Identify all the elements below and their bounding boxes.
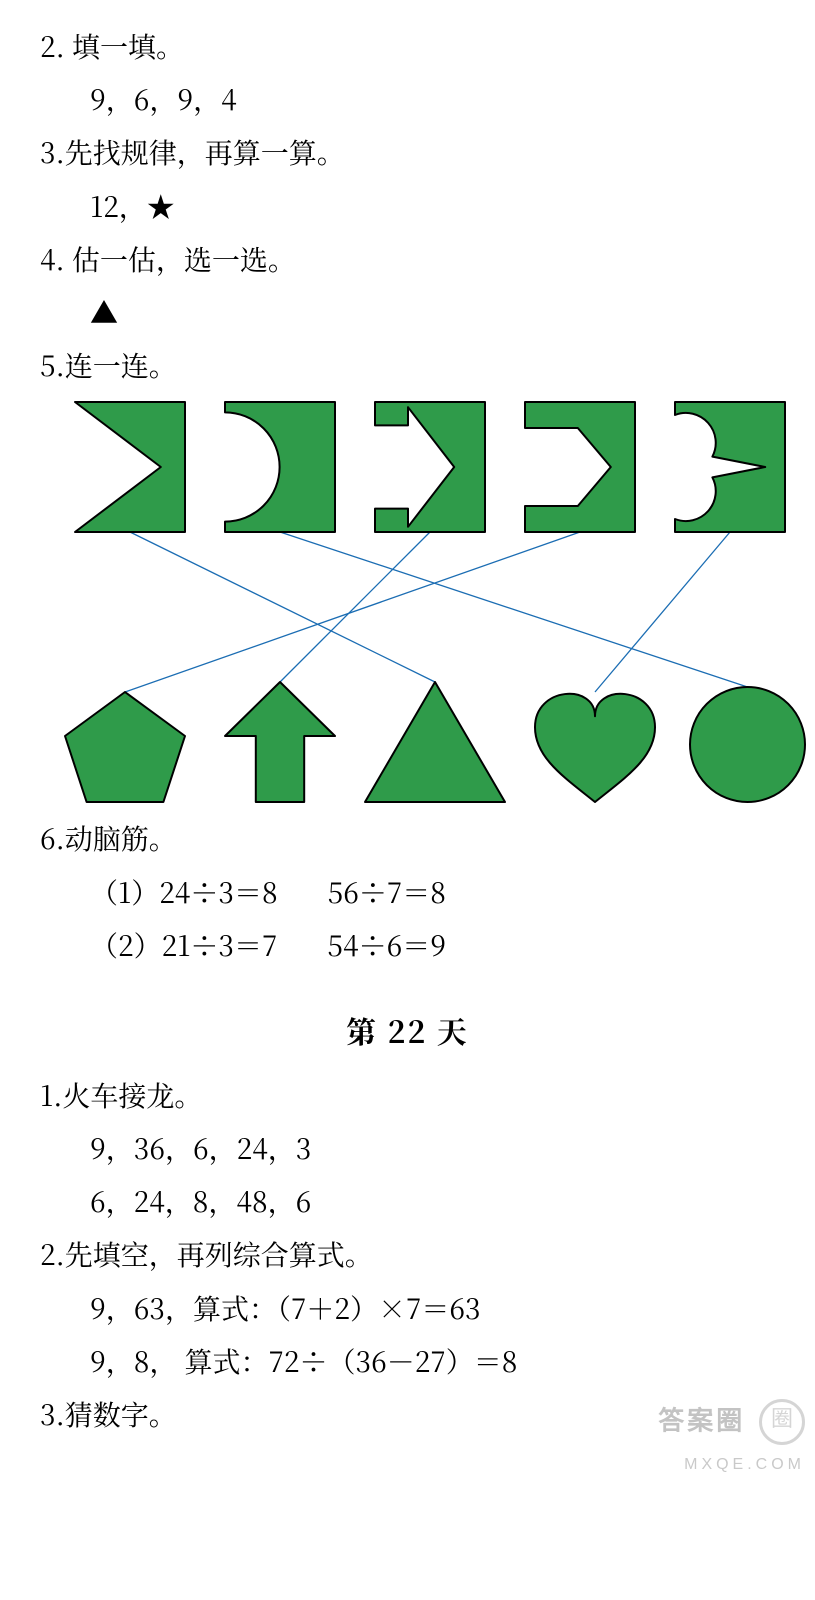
watermark-title: 答案圈: [658, 1406, 745, 1436]
q2-answer: 9，6，9，4: [0, 73, 815, 126]
q6-r2a: （2）21÷3＝7: [90, 919, 277, 972]
arc-cut-top-1: [225, 402, 335, 532]
q2-title: 2. 填一填。: [0, 20, 815, 73]
pentagon-bottom-0: [65, 692, 185, 802]
watermark: 答案圈 圈 MXQE.COM: [658, 1399, 805, 1476]
q6-r2b: 54÷6＝9: [327, 919, 446, 972]
q3-answer: 12，★: [0, 180, 815, 233]
watermark-badge-icon: 圈: [759, 1399, 805, 1445]
q6-row2: （2）21÷3＝7 54÷6＝9: [0, 919, 815, 972]
triangle-cut-top-0: [75, 402, 185, 532]
triangle-bottom-2: [365, 682, 505, 802]
q6-title: 6.动脑筋。: [0, 812, 815, 865]
q6-r1a: （1）24÷3＝8: [90, 866, 278, 919]
q6-row1: （1）24÷3＝8 56÷7＝8: [0, 866, 815, 919]
arrow-bottom-1: [225, 682, 335, 802]
d2-row2: 9，8， 算式：72÷（36－27）＝8: [0, 1335, 815, 1388]
heart-bottom-3: [535, 692, 655, 802]
heart-cut-top-4: [675, 402, 785, 532]
d2-title: 2.先填空，再列综合算式。: [0, 1228, 815, 1281]
watermark-url: MXQE.COM: [684, 1456, 805, 1473]
d1-row1: 9，36，6，24，3: [0, 1122, 815, 1175]
circle-bottom-4: [690, 687, 805, 802]
d1-title: 1.火车接龙。: [0, 1069, 815, 1122]
day-heading: 第 22 天: [0, 1002, 815, 1059]
pentagon-cut-top-3: [525, 402, 635, 532]
q3-title: 3.先找规律，再算一算。: [0, 126, 815, 179]
d1-row2: 6，24，8，48，6: [0, 1175, 815, 1228]
q6-r1b: 56÷7＝8: [328, 866, 446, 919]
d2-row1: 9，63，算式：（7＋2）×7＝63: [0, 1282, 815, 1335]
q4-title: 4. 估一估，选一选。: [0, 233, 815, 286]
q5-title: 5.连一连。: [0, 339, 815, 392]
q4-answer: ▲: [0, 286, 815, 339]
matching-diagram: [0, 402, 815, 802]
arrow-cut-top-2: [375, 402, 485, 532]
